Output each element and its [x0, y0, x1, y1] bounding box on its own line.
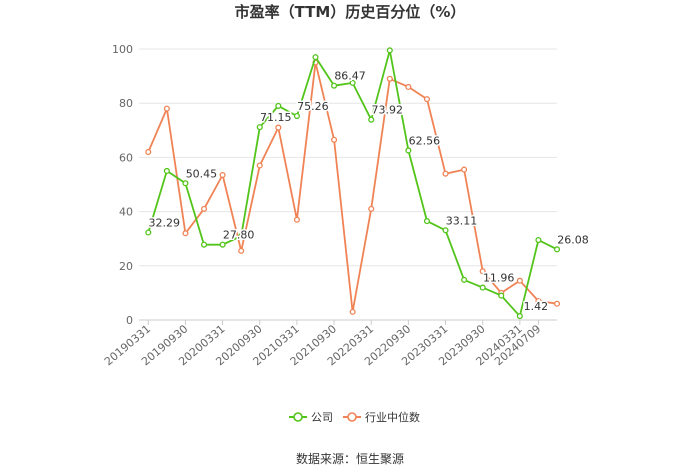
- legend-item-0[interactable]: 公司: [289, 411, 333, 424]
- data-point: [256, 162, 263, 169]
- series-0: [145, 47, 561, 320]
- data-point: [349, 308, 356, 315]
- data-point: [238, 247, 245, 254]
- data-point: [442, 170, 449, 177]
- data-label: 26.08: [557, 233, 589, 246]
- y-axis: 0 20 40 60 80 100: [112, 43, 133, 327]
- y-tick-label: 40: [119, 206, 133, 219]
- data-point: [405, 147, 412, 154]
- data-point: [423, 96, 431, 103]
- data-point: [182, 180, 189, 187]
- data-point: [163, 105, 170, 112]
- data-point: [479, 268, 486, 275]
- data-label: 62.56: [409, 134, 441, 147]
- data-point: [442, 227, 449, 234]
- legend-label: 公司: [311, 411, 333, 424]
- data-label: 50.45: [186, 167, 218, 180]
- data-label: 73.92: [371, 104, 403, 117]
- data-point: [349, 79, 356, 86]
- data-label: 32.29: [149, 216, 181, 229]
- data-point: [368, 205, 375, 212]
- data-label: 1.42: [524, 300, 549, 313]
- y-tick-label: 100: [112, 43, 133, 56]
- data-point: [553, 300, 561, 307]
- legend-item-1[interactable]: 行业中位数: [343, 410, 420, 424]
- data-label: 33.11: [446, 214, 478, 227]
- data-point: [219, 171, 226, 179]
- x-axis: 2019033120190930202003312020093020210331…: [102, 319, 557, 368]
- data-point: [535, 297, 542, 305]
- data-point: [182, 230, 189, 237]
- data-point: [293, 216, 300, 223]
- data-point: [256, 124, 263, 131]
- data-labels: 32.29 50.45 27.80 71.15 75.26 86.47 73.92 62.56…: [147, 68, 590, 314]
- legend-swatch-marker: [347, 412, 357, 422]
- data-point: [423, 218, 431, 225]
- y-tick-label: 60: [119, 151, 133, 164]
- data-label: 86.47: [334, 70, 366, 83]
- data-point: [331, 136, 338, 143]
- data-point: [498, 292, 505, 299]
- legend-swatch-marker: [293, 412, 303, 422]
- data-point: [516, 313, 523, 320]
- data-point: [275, 124, 282, 131]
- data-point: [535, 237, 542, 244]
- data-point: [219, 241, 226, 248]
- data-point: [516, 277, 523, 284]
- y-tick-label: 20: [119, 260, 133, 273]
- source-note: 数据来源：恒生聚源: [296, 451, 404, 466]
- data-point: [461, 276, 468, 283]
- data-point: [312, 54, 319, 61]
- data-point: [461, 166, 468, 173]
- y-tick-label: 0: [126, 314, 133, 327]
- data-point: [368, 116, 375, 123]
- data-point: [200, 205, 208, 212]
- chart-title: 市盈率（TTM）历史百分位（%）: [235, 3, 466, 21]
- data-label: 71.15: [260, 111, 292, 124]
- data-point: [479, 284, 486, 291]
- data-label: 75.26: [297, 100, 329, 113]
- data-point: [275, 102, 282, 109]
- data-label: 11.96: [483, 272, 515, 285]
- data-point: [238, 232, 245, 240]
- y-tick-label: 80: [119, 97, 133, 110]
- legend[interactable]: 公司 行业中位数: [289, 410, 420, 424]
- data-point: [145, 148, 152, 156]
- data-point: [386, 75, 393, 82]
- series-layer: [145, 47, 561, 320]
- data-point: [331, 82, 338, 89]
- data-point: [163, 167, 170, 175]
- data-point: [293, 112, 300, 120]
- data-point: [405, 83, 412, 90]
- data-label: 27.80: [223, 229, 255, 242]
- data-point: [200, 241, 208, 248]
- data-point: [386, 47, 393, 54]
- legend-label: 行业中位数: [365, 410, 420, 424]
- data-point: [553, 246, 561, 253]
- data-point: [145, 229, 152, 236]
